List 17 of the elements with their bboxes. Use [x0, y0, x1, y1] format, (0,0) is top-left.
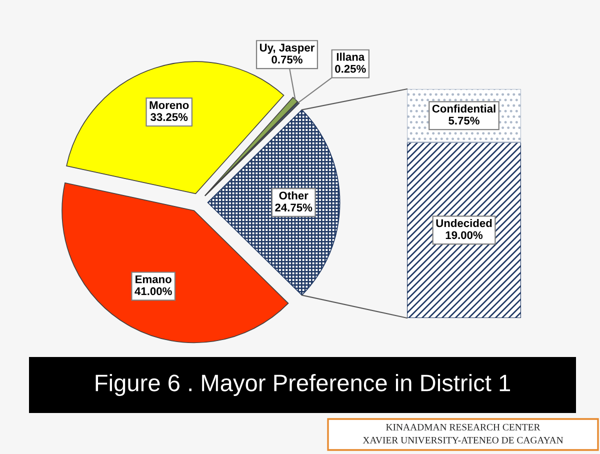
- slice-label: Emano: [136, 275, 172, 284]
- series-label: Confidential: [432, 104, 496, 113]
- data-label: 0.75%: [272, 56, 302, 64]
- text: Figure 6 . Mayor Preference in District 1: [96, 374, 510, 396]
- slice-label: Illana: [336, 52, 365, 61]
- slice-label: Moreno: [150, 101, 189, 110]
- slice-label: Other: [279, 191, 308, 200]
- data-label: 33.25%: [150, 113, 188, 122]
- data-label: 0.25%: [335, 64, 366, 73]
- data-label: 41.00%: [134, 287, 172, 296]
- series-label: Undecided: [436, 218, 492, 228]
- data-label: 19.00%: [446, 231, 483, 240]
- data-label: 5.75%: [448, 116, 480, 125]
- slice-label: Uy, Jasper: [260, 44, 315, 54]
- text: KINAADMAN RESEARCH CENTER: [386, 424, 540, 430]
- text: XAVIER UNIVERSITY-ATENEO DE CAGAYAN: [362, 436, 564, 444]
- data-label: 24.75%: [275, 204, 312, 212]
